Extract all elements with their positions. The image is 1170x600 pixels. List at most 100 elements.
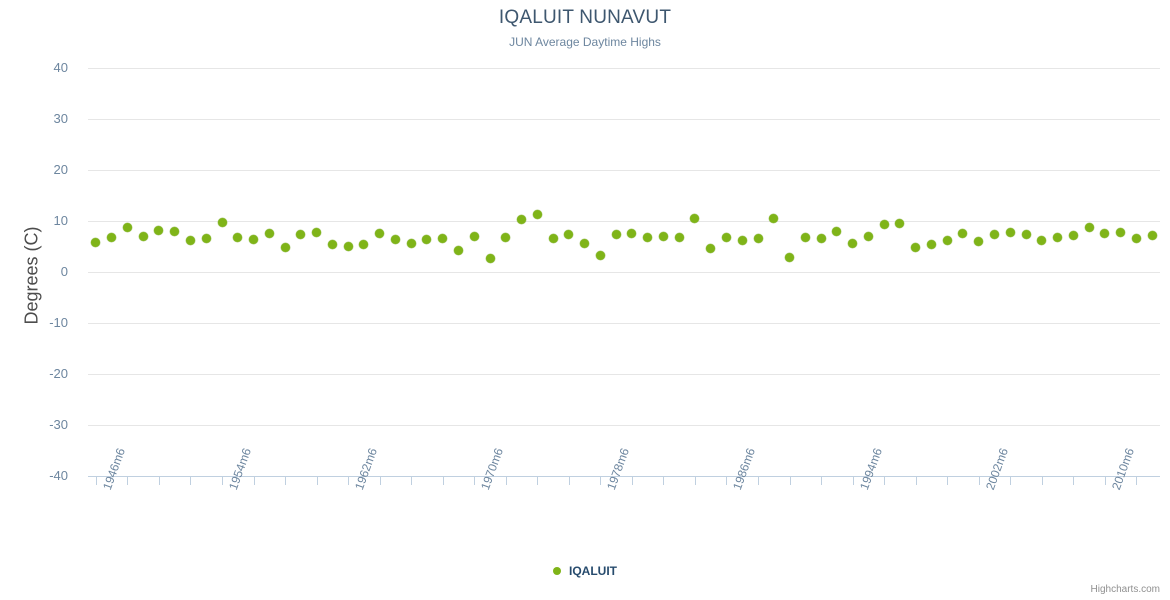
data-point[interactable] — [627, 229, 637, 239]
data-point[interactable] — [217, 218, 227, 228]
x-axis-tick — [600, 477, 602, 485]
data-point[interactable] — [501, 233, 511, 243]
x-axis-tick — [537, 477, 539, 485]
data-point[interactable] — [107, 233, 117, 243]
data-point[interactable] — [453, 245, 463, 255]
data-point[interactable] — [122, 222, 132, 232]
credits-link[interactable]: Highcharts.com — [1090, 584, 1160, 595]
x-axis-tick — [789, 477, 791, 485]
y-axis-tick-label: 10 — [53, 213, 68, 228]
x-axis-tick — [978, 477, 980, 485]
data-point[interactable] — [548, 234, 558, 244]
data-point[interactable] — [863, 232, 873, 242]
data-point[interactable] — [942, 235, 952, 245]
data-point[interactable] — [737, 236, 747, 246]
data-point[interactable] — [185, 236, 195, 246]
data-point[interactable] — [1131, 234, 1141, 244]
x-axis-tick — [253, 477, 255, 485]
x-axis-line — [88, 476, 1160, 477]
data-point[interactable] — [721, 233, 731, 243]
x-axis-tick — [222, 477, 223, 485]
data-point[interactable] — [580, 238, 590, 248]
data-point[interactable] — [91, 237, 101, 247]
data-point[interactable] — [832, 227, 842, 237]
data-point[interactable] — [154, 225, 164, 235]
data-point[interactable] — [753, 234, 763, 244]
data-point[interactable] — [249, 235, 259, 245]
x-axis-tick — [568, 477, 570, 485]
data-point[interactable] — [532, 210, 542, 220]
x-axis-tick — [505, 477, 507, 485]
data-point[interactable] — [706, 243, 716, 253]
data-point[interactable] — [1053, 233, 1063, 243]
data-point[interactable] — [1037, 236, 1047, 246]
x-axis-tick — [1041, 477, 1043, 485]
data-point[interactable] — [264, 229, 274, 239]
y-axis-tick-label: 30 — [53, 111, 68, 126]
data-point[interactable] — [343, 242, 353, 251]
data-point[interactable] — [170, 227, 180, 237]
data-point[interactable] — [1147, 230, 1157, 240]
data-point[interactable] — [895, 219, 905, 229]
legend-item-iqaluit[interactable]: IQALUIT — [553, 563, 617, 578]
data-point[interactable] — [280, 242, 290, 252]
data-point[interactable] — [690, 214, 700, 224]
data-point[interactable] — [800, 233, 810, 243]
data-point[interactable] — [1084, 222, 1094, 232]
y-gridline — [88, 68, 1160, 69]
x-axis-tick — [758, 477, 759, 485]
data-point[interactable] — [1100, 229, 1110, 239]
data-point[interactable] — [1021, 229, 1031, 239]
data-point[interactable] — [958, 229, 968, 239]
data-point[interactable] — [769, 214, 779, 224]
y-gridline — [88, 425, 1160, 426]
data-point[interactable] — [469, 231, 479, 241]
x-axis-tick — [158, 477, 160, 485]
chart-title: IQALUIT NUNAVUT — [498, 7, 672, 28]
data-point[interactable] — [785, 253, 795, 263]
data-point[interactable] — [1068, 231, 1078, 241]
x-axis-tick — [884, 477, 886, 485]
data-point[interactable] — [879, 220, 889, 230]
data-point[interactable] — [201, 233, 211, 243]
x-axis-tick — [694, 477, 696, 485]
x-axis-tick — [1073, 477, 1075, 485]
x-axis-tick — [947, 477, 949, 485]
x-axis-tick — [442, 477, 444, 485]
data-point[interactable] — [312, 228, 322, 238]
data-point[interactable] — [327, 239, 337, 249]
data-point[interactable] — [438, 233, 448, 243]
data-point[interactable] — [406, 238, 416, 248]
data-point[interactable] — [485, 253, 495, 263]
data-point[interactable] — [926, 239, 936, 249]
data-point[interactable] — [390, 234, 400, 244]
data-point[interactable] — [359, 240, 369, 250]
data-point[interactable] — [422, 234, 432, 244]
x-axis-tick — [852, 477, 854, 485]
x-axis-tick — [1010, 477, 1012, 485]
data-point[interactable] — [564, 229, 574, 239]
data-point[interactable] — [296, 230, 306, 240]
plot-area: 40 30 20 10 0 -10 -20 -30 -40 — [49, 60, 1160, 483]
x-axis-tick — [348, 477, 350, 485]
data-point[interactable] — [848, 238, 858, 248]
y-gridline — [88, 119, 1160, 120]
data-point[interactable] — [611, 230, 621, 240]
data-point[interactable] — [517, 215, 527, 225]
data-point[interactable] — [1116, 227, 1126, 237]
data-point[interactable] — [974, 237, 984, 247]
y-axis-tick-label: -30 — [49, 417, 68, 432]
data-point[interactable] — [375, 228, 385, 238]
data-point[interactable] — [595, 251, 605, 261]
data-point[interactable] — [816, 233, 826, 243]
data-point[interactable] — [911, 243, 921, 253]
data-point[interactable] — [658, 231, 668, 241]
data-point[interactable] — [674, 232, 684, 242]
data-point[interactable] — [989, 230, 999, 240]
data-point[interactable] — [1005, 227, 1015, 237]
data-point[interactable] — [138, 232, 148, 242]
data-point[interactable] — [233, 233, 243, 243]
data-point[interactable] — [643, 232, 653, 242]
chart-subtitle: JUN Average Daytime Highs — [509, 35, 661, 49]
